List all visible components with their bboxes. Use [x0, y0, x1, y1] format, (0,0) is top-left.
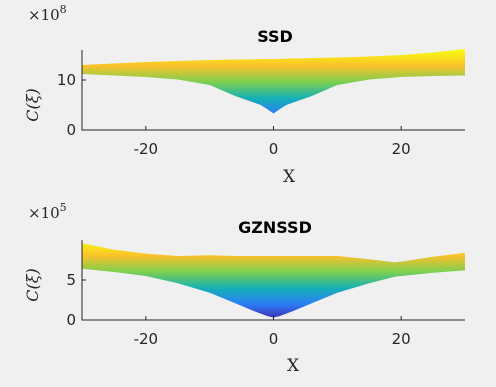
- panel-gznssd-ylabel: C(ξ): [23, 268, 42, 302]
- y-tick-label: 5: [66, 271, 76, 289]
- panel-gznssd-xlabel: X: [287, 356, 300, 376]
- panel-ssd-exponent: ×108: [28, 3, 67, 24]
- y-tick-label: 0: [66, 121, 76, 139]
- panel-ssd-title: SSD: [257, 27, 293, 46]
- panel-ssd-xlabel: X: [283, 167, 296, 187]
- x-tick-label: -20: [134, 140, 159, 158]
- x-tick-label: 20: [392, 330, 411, 348]
- panel-gznssd-title: GZNSSD: [238, 218, 312, 237]
- panel-ssd: ×108 SSD -20 0 20 0 10 C(ξ) X: [23, 3, 465, 187]
- x-tick-label: 0: [269, 330, 279, 348]
- y-tick-label: 10: [57, 71, 76, 89]
- y-tick-label: 0: [66, 311, 76, 329]
- x-tick-label: 0: [269, 140, 279, 158]
- x-tick-label: -20: [134, 330, 159, 348]
- panel-ssd-plot: -20 0 20 0 10: [57, 49, 465, 158]
- x-tick-label: 20: [392, 140, 411, 158]
- panel-ssd-ylabel: C(ξ): [23, 88, 42, 122]
- surface-band: [82, 49, 465, 114]
- surface-band: [82, 243, 465, 318]
- panel-gznssd: ×105 GZNSSD -20 0 20 0 5 C(ξ) X: [23, 201, 465, 376]
- panel-gznssd-exponent: ×105: [28, 201, 67, 222]
- panel-gznssd-plot: -20 0 20 0 5: [66, 240, 465, 348]
